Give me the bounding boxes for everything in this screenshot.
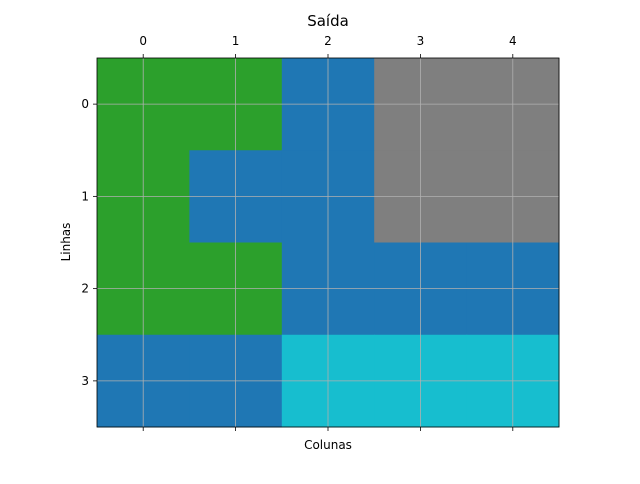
y-tick-label-0: 0 bbox=[81, 97, 89, 111]
x-tick-label-2: 2 bbox=[324, 34, 332, 48]
x-tick-label-0: 0 bbox=[139, 34, 147, 48]
y-tick-label-3: 3 bbox=[81, 374, 89, 388]
x-tick-label-4: 4 bbox=[509, 34, 517, 48]
axis-ticks: 0 1 2 3 4 0 1 2 3 bbox=[81, 34, 517, 431]
grid-lines bbox=[97, 58, 559, 427]
chart-title: Saída bbox=[307, 12, 349, 30]
y-tick-label-2: 2 bbox=[81, 282, 89, 296]
y-axis-label: Linhas bbox=[59, 223, 73, 262]
x-tick-label-1: 1 bbox=[232, 34, 240, 48]
y-tick-label-1: 1 bbox=[81, 189, 89, 203]
x-tick-label-3: 3 bbox=[417, 34, 425, 48]
x-axis-label: Colunas bbox=[304, 438, 352, 452]
